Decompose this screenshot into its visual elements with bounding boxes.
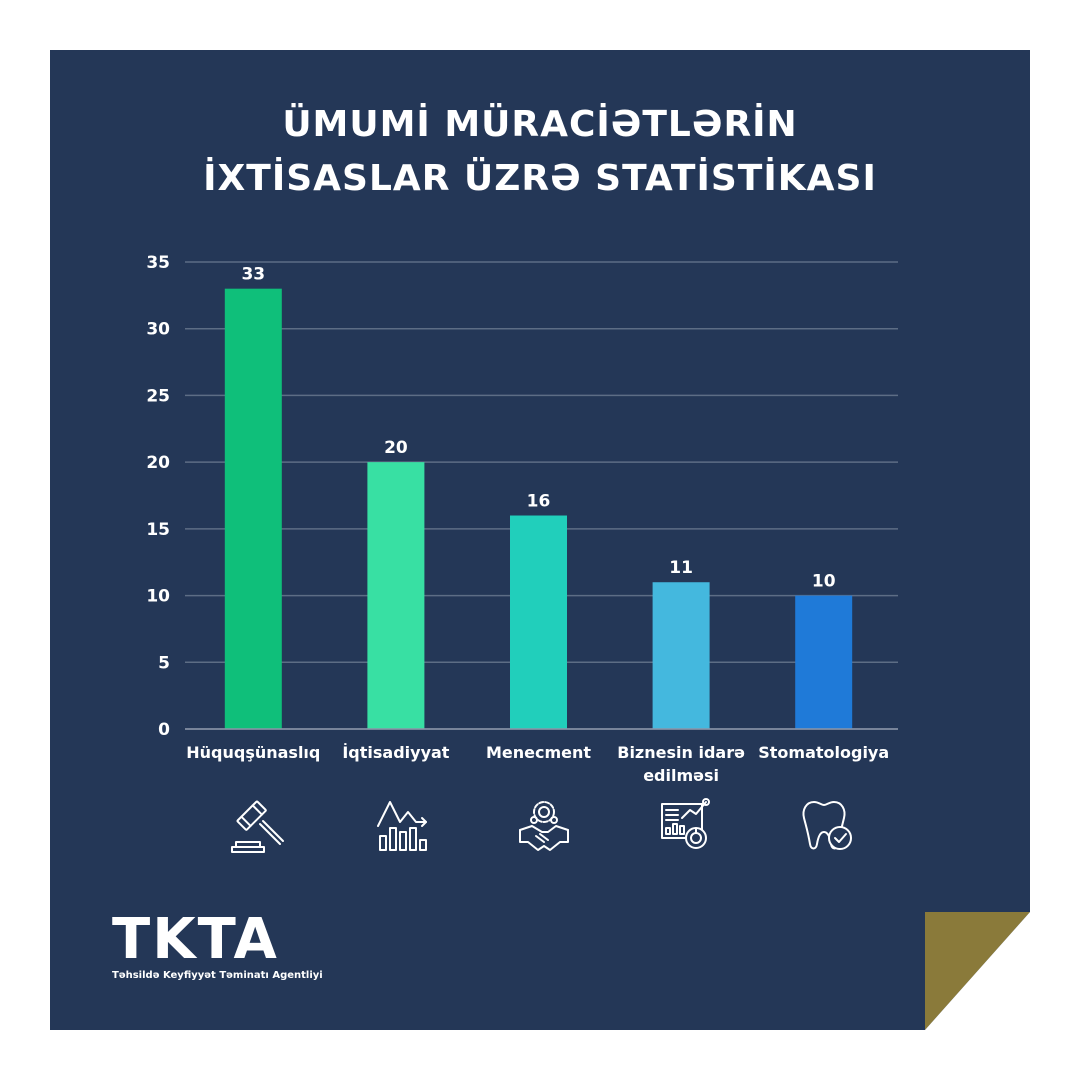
bar xyxy=(795,595,853,729)
gavel-icon xyxy=(228,796,288,856)
x-tick-label: Biznesin idarə xyxy=(617,743,745,762)
x-tick-label: İqtisadiyyat xyxy=(342,743,449,762)
bar-value-label: 33 xyxy=(241,265,265,285)
x-tick-label: edilməsi xyxy=(643,766,719,785)
logo-mark: TKTA xyxy=(112,907,279,972)
bar xyxy=(510,515,567,729)
bar-value-label: 20 xyxy=(384,438,408,458)
logo-subtitle: Təhsildə Keyfiyyət Təminatı Agentliyi xyxy=(112,970,323,981)
x-tick-label: Stomatologiya xyxy=(758,743,889,762)
business-analytics-icon xyxy=(656,796,716,856)
y-tick-label: 10 xyxy=(146,587,170,607)
title-line-2: İXTİSASLAR ÜZRƏ STATİSTİKASI xyxy=(203,158,877,199)
economy-chart-icon xyxy=(372,796,432,856)
y-tick-label: 0 xyxy=(158,720,170,740)
bar xyxy=(367,462,425,729)
tooth-check-icon xyxy=(798,796,858,856)
y-tick-label: 25 xyxy=(146,386,170,406)
tkta-logo: TKTA Təhsildə Keyfiyyət Təminatı Agentli… xyxy=(112,907,323,982)
x-tick-label: Hüquqşünaslıq xyxy=(186,743,320,762)
x-tick-label: Menecment xyxy=(486,743,591,762)
y-tick-label: 5 xyxy=(158,653,170,673)
bar xyxy=(224,288,282,729)
bar-value-label: 10 xyxy=(812,572,836,592)
y-tick-label: 30 xyxy=(146,320,170,340)
y-tick-label: 20 xyxy=(146,453,170,473)
y-tick-label: 35 xyxy=(146,253,170,273)
bar xyxy=(652,582,710,729)
bar-value-label: 11 xyxy=(669,558,693,578)
page-title: ÜMUMİ MÜRACİƏTLƏRİN İXTİSASLAR ÜZRƏ STAT… xyxy=(0,98,1080,206)
bar-value-label: 16 xyxy=(527,492,551,512)
management-handshake-icon xyxy=(514,796,574,856)
y-tick-label: 15 xyxy=(146,520,170,540)
title-line-1: ÜMUMİ MÜRACİƏTLƏRİN xyxy=(282,104,798,145)
